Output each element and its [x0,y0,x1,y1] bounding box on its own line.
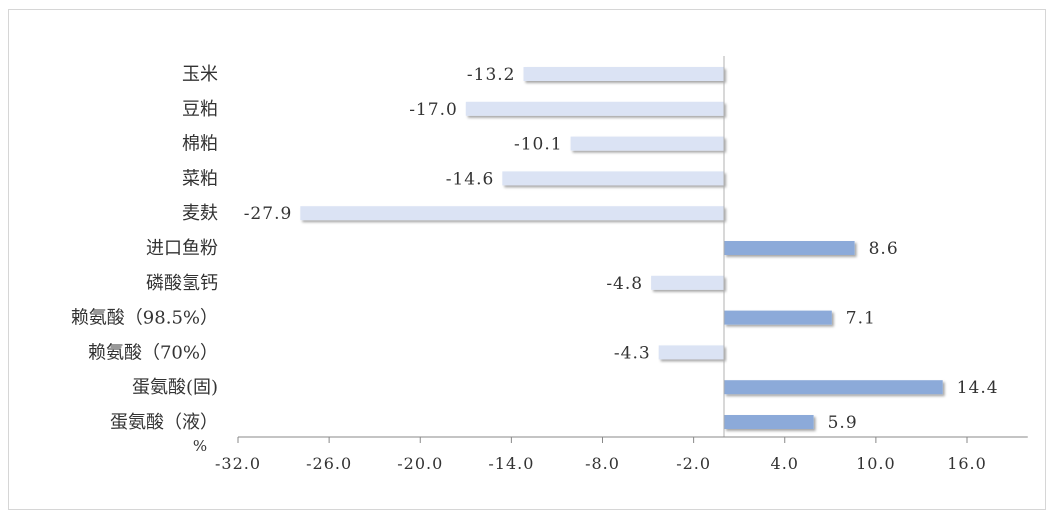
bar-6 [651,275,724,290]
bar-1 [465,101,724,116]
x-tick-label-7: 10.0 [856,454,896,473]
category-label-9: 蛋氨酸(固) [132,377,218,398]
x-tick-label-1: -26.0 [306,454,352,473]
x-tick-label-4: -8.0 [585,454,620,473]
value-label-3: -14.6 [446,169,495,189]
value-label-10: 5.9 [828,413,858,433]
bar-7 [724,310,832,325]
value-label-1: -17.0 [409,100,458,120]
x-tick-label-3: -14.0 [488,454,534,473]
category-label-7: 赖氨酸（98.5%） [71,308,218,329]
x-tick-label-6: 4.0 [771,454,799,473]
bar-3 [502,171,724,186]
category-label-1: 豆粕 [182,99,218,120]
category-label-10: 蛋氨酸（液） [110,412,218,433]
category-label-3: 菜粕 [182,168,218,189]
bars-layer [300,67,943,429]
chart-frame [8,9,1046,510]
category-label-5: 进口鱼粉 [146,238,218,259]
bar-10 [724,415,814,429]
bar-2 [570,136,724,151]
value-label-9: 14.4 [957,378,999,398]
axis-layer [237,56,1028,443]
x-tick-label-0: -32.0 [215,454,261,473]
value-label-5: 8.6 [869,239,899,259]
value-label-2: -10.1 [514,135,563,155]
category-label-6: 磷酸氢钙 [146,273,218,294]
category-label-0: 玉米 [182,64,218,85]
category-label-2: 棉粕 [182,134,218,155]
value-label-4: -27.9 [244,204,293,224]
unit-label: % [193,437,207,455]
bar-8 [658,345,724,360]
bar-0 [523,67,724,81]
category-label-4: 麦麸 [182,203,218,224]
value-label-6: -4.8 [606,274,643,294]
bar-9 [724,380,943,395]
bar-5 [724,241,855,255]
x-tick-label-5: -2.0 [676,454,711,473]
category-label-8: 赖氨酸（70%） [88,342,218,363]
labels-layer: 玉米 -13.2 豆粕 -17.0 棉粕 -10.1 菜粕 -14.6 麦麸 -27.9 进口鱼粉 8… [71,64,999,473]
x-tick-label-2: -20.0 [397,454,443,473]
x-tick-label-8: 16.0 [947,454,987,473]
value-label-0: -13.2 [467,65,516,85]
bar-4 [300,206,724,221]
value-label-8: -4.3 [614,343,651,363]
value-label-7: 7.1 [846,309,876,329]
